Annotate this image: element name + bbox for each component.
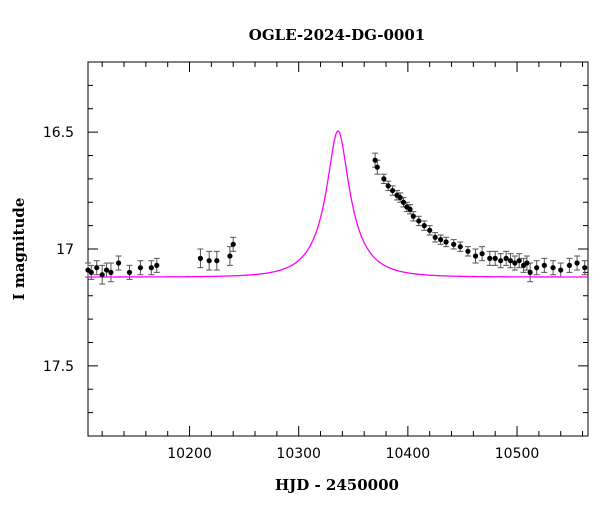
- data-point: [527, 269, 533, 275]
- data-point: [451, 241, 457, 247]
- data-point: [582, 265, 588, 271]
- data-point: [381, 176, 387, 182]
- data-point: [432, 234, 438, 240]
- data-point: [507, 258, 514, 264]
- data-point: [372, 157, 378, 163]
- x-tick-label: 10300: [276, 446, 321, 462]
- data-point: [115, 260, 122, 266]
- data-point: [479, 251, 485, 257]
- data-point: [421, 223, 427, 229]
- x-tick-labels: 10200 10300 10400 10500: [167, 446, 539, 462]
- y-tick-label: 17: [56, 242, 74, 258]
- data-point: [574, 260, 580, 266]
- data-point: [206, 258, 212, 264]
- data-point: [457, 244, 463, 250]
- y-axis-label: I magnitude: [10, 198, 28, 301]
- data-point: [197, 255, 204, 261]
- data-point: [541, 262, 547, 268]
- data-point: [443, 239, 449, 245]
- data-point: [214, 258, 220, 264]
- data-point: [534, 265, 540, 271]
- model-curve: [88, 130, 588, 278]
- data-point: [108, 269, 114, 275]
- y-tick-labels: 16.5 17 17.5: [43, 125, 74, 375]
- data-point: [385, 183, 391, 189]
- data-point: [94, 265, 100, 271]
- data-point: [137, 265, 144, 271]
- data-point: [148, 265, 154, 271]
- data-point: [103, 267, 110, 273]
- data-point: [512, 260, 518, 266]
- data-point: [410, 213, 416, 219]
- data-point: [465, 248, 471, 254]
- data-point: [438, 237, 444, 243]
- data-point: [566, 262, 573, 268]
- data-point: [416, 218, 422, 224]
- data-point: [472, 253, 479, 259]
- x-tick-label: 10200: [167, 446, 212, 462]
- y-tick-label: 17.5: [43, 359, 74, 375]
- x-tick-label: 10500: [495, 446, 540, 462]
- data-point: [487, 255, 493, 261]
- data-point: [550, 265, 556, 271]
- data-point: [397, 194, 403, 201]
- data-point: [400, 199, 407, 205]
- data-point: [154, 262, 160, 268]
- data-point: [99, 272, 105, 278]
- data-point: [427, 227, 433, 233]
- data-point: [503, 255, 509, 261]
- data-point: [227, 253, 233, 259]
- chart-title: OGLE-2024-DG-0001: [249, 26, 425, 44]
- data-point: [558, 267, 564, 273]
- data-point: [498, 258, 504, 264]
- x-axis-label: HJD - 2450000: [275, 476, 399, 494]
- data-point: [126, 269, 133, 275]
- data-point: [88, 269, 94, 275]
- data-point: [492, 255, 498, 261]
- data-point: [389, 187, 396, 194]
- data-points: [85, 157, 588, 278]
- axis-ticks: [88, 61, 588, 437]
- data-point: [524, 260, 530, 266]
- x-tick-label: 10400: [386, 446, 431, 462]
- plot-area: [85, 61, 589, 437]
- data-point: [516, 258, 522, 264]
- y-tick-label: 16.5: [43, 125, 74, 141]
- data-point: [407, 206, 413, 212]
- data-point: [230, 241, 236, 247]
- plot-frame: [87, 61, 589, 437]
- data-point: [374, 164, 380, 170]
